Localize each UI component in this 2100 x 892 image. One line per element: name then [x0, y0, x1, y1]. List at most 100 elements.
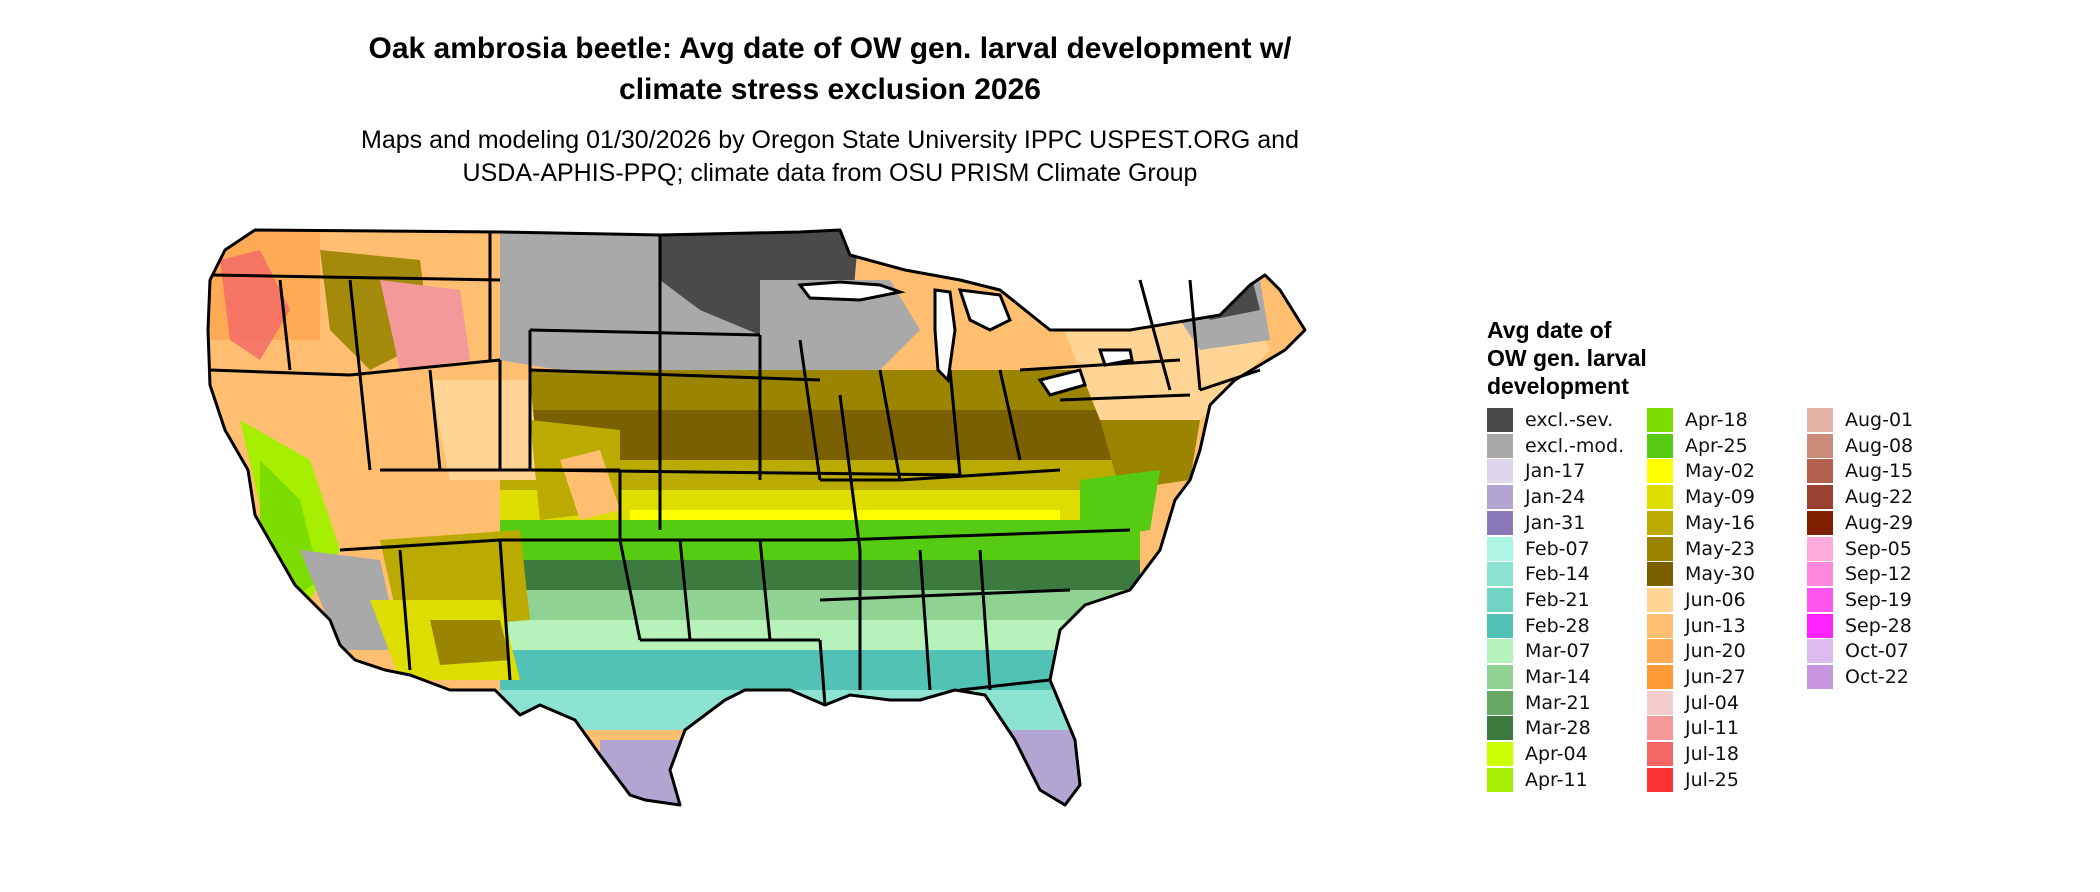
us-phenology-map	[206, 228, 1307, 807]
legend-swatch	[1487, 665, 1513, 689]
legend-swatch	[1647, 562, 1673, 587]
great-lakes	[797, 280, 1134, 397]
legend-swatch	[1647, 767, 1673, 792]
legend-label: Aug-01	[1845, 409, 1914, 431]
legend-swatch	[1487, 690, 1513, 715]
legend-swatch	[1487, 510, 1513, 535]
legend-swatch	[1647, 536, 1673, 561]
legend-swatch	[1807, 408, 1833, 432]
legend-label: Jan-31	[1525, 511, 1586, 534]
legend-swatch	[1807, 665, 1833, 689]
legend-swatch	[1487, 562, 1513, 587]
legend-swatch	[1807, 433, 1833, 458]
legend-item: Feb-28	[1487, 613, 1590, 638]
legend-label: Apr-11	[1525, 768, 1588, 791]
legend-swatch	[1647, 665, 1673, 689]
legend-swatch	[1487, 536, 1513, 561]
legend-item: Sep-05	[1807, 536, 1912, 561]
legend-label: May-09	[1685, 486, 1755, 509]
legend-item: Aug-08	[1807, 433, 1914, 458]
legend-item: excl.-mod.	[1487, 433, 1625, 458]
legend-label: Sep-19	[1845, 588, 1912, 611]
legend-label: Sep-12	[1845, 563, 1912, 586]
legend-label: Jun-27	[1685, 666, 1746, 688]
legend-item: May-30	[1647, 562, 1755, 587]
legend-swatch	[1647, 587, 1673, 612]
legend-label: Aug-08	[1845, 434, 1914, 457]
legend-item: Jun-27	[1647, 665, 1746, 689]
legend-swatch	[1647, 459, 1673, 484]
legend-label: Mar-14	[1525, 666, 1591, 688]
legend-label: Jul-25	[1685, 768, 1739, 791]
legend-label: Feb-28	[1525, 614, 1590, 637]
legend-label: May-30	[1685, 563, 1755, 586]
legend-label: Aug-22	[1845, 486, 1914, 509]
legend-label: May-16	[1685, 511, 1755, 534]
legend-swatch	[1807, 459, 1833, 484]
legend-item: Feb-21	[1487, 587, 1590, 612]
legend-swatch	[1807, 613, 1833, 638]
legend-label: Jun-13	[1685, 614, 1746, 637]
title-line-2: climate stress exclusion 2026	[619, 73, 1041, 106]
legend-item: Aug-15	[1807, 459, 1913, 484]
legend-item: Apr-25	[1647, 433, 1748, 458]
legend-label: Jan-24	[1525, 486, 1586, 509]
legend-item: Jul-25	[1647, 767, 1739, 792]
map-subtitle: Maps and modeling 01/30/2026 by Oregon S…	[230, 124, 1430, 190]
legend-title: Avg date of OW gen. larval development	[1487, 316, 1647, 400]
legend-title-line-2: OW gen. larval	[1487, 345, 1647, 371]
legend-item: excl.-sev.	[1487, 408, 1613, 432]
legend-swatch	[1647, 485, 1673, 510]
legend-swatch	[1647, 742, 1673, 767]
legend-swatch	[1487, 639, 1513, 664]
legend-item: Jun-13	[1647, 613, 1746, 638]
legend-swatch	[1647, 639, 1673, 664]
legend-item: Jul-04	[1647, 690, 1739, 715]
legend-label: Sep-05	[1845, 537, 1912, 560]
legend-item: Sep-19	[1807, 587, 1912, 612]
legend-swatch	[1487, 742, 1513, 767]
legend-label: Apr-18	[1685, 409, 1748, 431]
map-color-zones	[208, 230, 1305, 805]
legend-label: excl.-mod.	[1525, 434, 1625, 457]
legend-item: Oct-07	[1807, 639, 1909, 664]
subtitle-line-2: USDA-APHIS-PPQ; climate data from OSU PR…	[462, 159, 1198, 187]
legend-swatch	[1807, 587, 1833, 612]
legend: excl.-sev. excl.-mod. Jan-17 Jan-24 Jan-31 Fe…	[1487, 408, 1987, 798]
legend-label: Aug-29	[1845, 511, 1914, 534]
legend-swatch	[1807, 510, 1833, 535]
state-borders	[206, 228, 1307, 807]
legend-swatch	[1487, 587, 1513, 612]
legend-label: Jul-04	[1685, 691, 1739, 714]
legend-swatch	[1647, 716, 1673, 741]
legend-swatch	[1487, 767, 1513, 792]
legend-item: Mar-28	[1487, 716, 1591, 741]
legend-label: Feb-21	[1525, 588, 1590, 611]
legend-label: Apr-25	[1685, 434, 1748, 457]
legend-label: Jun-20	[1685, 640, 1746, 663]
legend-swatch	[1647, 408, 1673, 432]
legend-item: Aug-22	[1807, 485, 1914, 510]
legend-item: May-16	[1647, 510, 1755, 535]
legend-swatch	[1807, 485, 1833, 510]
legend-swatch	[1807, 639, 1833, 664]
legend-item: Apr-18	[1647, 408, 1748, 432]
legend-label: Jul-11	[1685, 717, 1739, 740]
legend-item: Apr-04	[1487, 742, 1588, 767]
legend-swatch	[1647, 690, 1673, 715]
legend-swatch	[1487, 716, 1513, 741]
legend-label: Feb-07	[1525, 537, 1590, 560]
legend-label: Jan-17	[1525, 460, 1586, 483]
legend-item: Feb-07	[1487, 536, 1590, 561]
legend-item: Aug-29	[1807, 510, 1914, 535]
legend-item: Sep-28	[1807, 613, 1912, 638]
legend-swatch	[1647, 613, 1673, 638]
legend-item: Jan-24	[1487, 485, 1586, 510]
legend-label: May-02	[1685, 460, 1755, 483]
map-title: Oak ambrosia beetle: Avg date of OW gen.…	[230, 28, 1430, 110]
legend-item: Jul-18	[1647, 742, 1739, 767]
legend-item: Jul-11	[1647, 716, 1739, 741]
legend-swatch	[1487, 613, 1513, 638]
legend-swatch	[1487, 408, 1513, 432]
legend-item: Jun-20	[1647, 639, 1746, 664]
